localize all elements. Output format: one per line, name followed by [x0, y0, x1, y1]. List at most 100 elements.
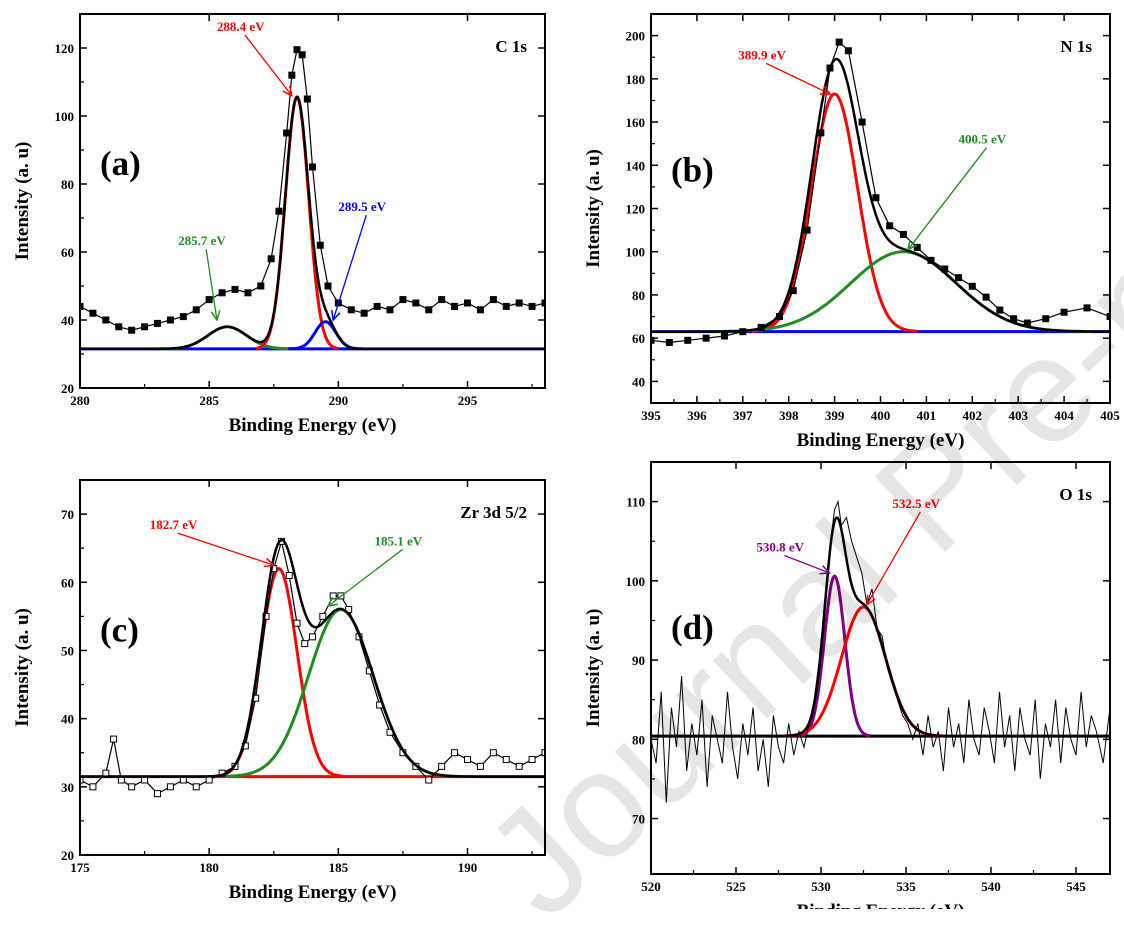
data-point	[179, 313, 187, 321]
data-point	[528, 756, 536, 764]
component-peak-1	[213, 567, 344, 778]
plot-frame	[650, 13, 1111, 404]
data-point	[275, 207, 283, 215]
peak-annotation: 288.4 eV	[217, 19, 265, 34]
x-tick-label: 290	[329, 393, 349, 408]
data-point	[858, 118, 866, 126]
y-tick-label: 160	[626, 115, 646, 130]
data-point	[80, 776, 84, 784]
data-point	[872, 194, 880, 202]
y-tick-label: 90	[632, 653, 645, 668]
data-point	[982, 293, 990, 301]
data-point	[110, 735, 118, 743]
data-point	[179, 776, 187, 784]
data-point	[283, 129, 291, 137]
data-point	[489, 749, 497, 757]
data-point	[205, 776, 213, 784]
data-point	[1042, 315, 1050, 323]
data-point	[464, 299, 471, 307]
data-point	[515, 299, 523, 307]
x-tick-label: 280	[70, 393, 90, 408]
data-point	[451, 749, 459, 757]
y-tick-label: 140	[626, 158, 646, 173]
data-point	[541, 299, 545, 307]
data-point	[913, 243, 921, 251]
panel-title: Zr 3d 5/2	[460, 503, 527, 522]
x-tick-label: 405	[1100, 408, 1120, 423]
data-point	[192, 306, 200, 314]
data-point	[80, 302, 84, 310]
y-tick-label: 40	[632, 374, 645, 389]
annotation-arrow	[177, 532, 274, 566]
panel-title: O 1s	[1059, 485, 1092, 504]
annotation-arrowhead	[210, 310, 221, 322]
x-tick-label: 175	[70, 860, 90, 875]
data-point	[528, 302, 536, 310]
y-tick-label: 120	[626, 202, 646, 217]
data-point	[464, 756, 471, 764]
peak-annotation: 532.5 eV	[892, 496, 940, 511]
x-tick-label: 530	[811, 879, 831, 894]
component-peak-1	[158, 325, 297, 351]
panel-label: (a)	[100, 144, 141, 183]
annotation-arrowhead	[866, 594, 876, 607]
data-point	[128, 326, 136, 334]
peak-annotation: 389.9 eV	[738, 47, 786, 62]
data-point	[166, 783, 174, 791]
y-axis-label: Intensity (a. u)	[12, 142, 33, 261]
data-point	[451, 302, 459, 310]
data-point	[309, 633, 316, 641]
data-point	[166, 316, 174, 324]
y-axis-label: Intensity (a. u)	[12, 608, 33, 727]
plot-area	[651, 499, 1110, 803]
annotation-arrowhead	[326, 596, 338, 608]
data-point	[89, 783, 97, 791]
panel-label: (d)	[671, 608, 714, 647]
plot-frame	[79, 13, 546, 389]
data-point	[476, 762, 484, 770]
y-tick-label: 60	[61, 575, 74, 590]
plot-area	[80, 46, 545, 351]
component-peak-2	[784, 605, 943, 738]
data-point	[267, 255, 275, 263]
peak-annotation: 530.8 eV	[756, 540, 804, 555]
data-point	[425, 776, 433, 784]
data-point	[1083, 304, 1091, 312]
data-point	[316, 241, 324, 249]
x-tick-label: 295	[458, 393, 478, 408]
data-point	[489, 296, 497, 304]
x-tick-label: 180	[199, 860, 219, 875]
annotation-arrow	[784, 554, 830, 574]
x-tick-label: 185	[329, 860, 349, 875]
data-point	[324, 282, 332, 290]
data-point	[502, 302, 510, 310]
panel-2: 395 396 397 398 399 400 401 402 403 404 405 40 60 80 1…	[583, 13, 1120, 451]
panel-1: 280 285 290 295 20 40 60 80 100 120 Binding Energy…	[12, 13, 546, 436]
panel-label: (b)	[671, 150, 714, 189]
panel-title: C 1s	[495, 37, 527, 56]
annotation-arrow	[765, 62, 831, 95]
data-point	[373, 302, 381, 310]
x-tick-label: 190	[458, 860, 478, 875]
data-point	[438, 762, 446, 770]
data-point	[1106, 313, 1110, 321]
x-axis-label: Binding Energy (eV)	[229, 415, 397, 436]
peak-annotation: 289.5 eV	[338, 199, 386, 214]
annotation-arrowhead	[282, 85, 293, 97]
panel-title: N 1s	[1060, 37, 1092, 56]
data-point	[303, 95, 311, 103]
envelope-line	[651, 516, 1110, 738]
data-point	[899, 230, 907, 238]
data-point	[309, 163, 316, 171]
data-point	[293, 46, 301, 54]
envelope-line	[80, 538, 545, 778]
data-point	[476, 306, 484, 314]
data-point	[541, 749, 545, 757]
data-point	[1010, 315, 1018, 323]
data-point	[835, 38, 843, 46]
panel-label: (c)	[100, 610, 139, 649]
component-peak-2	[713, 250, 1094, 334]
envelope-line	[651, 57, 1110, 333]
plot-area	[651, 38, 1110, 346]
data-point	[293, 619, 301, 627]
